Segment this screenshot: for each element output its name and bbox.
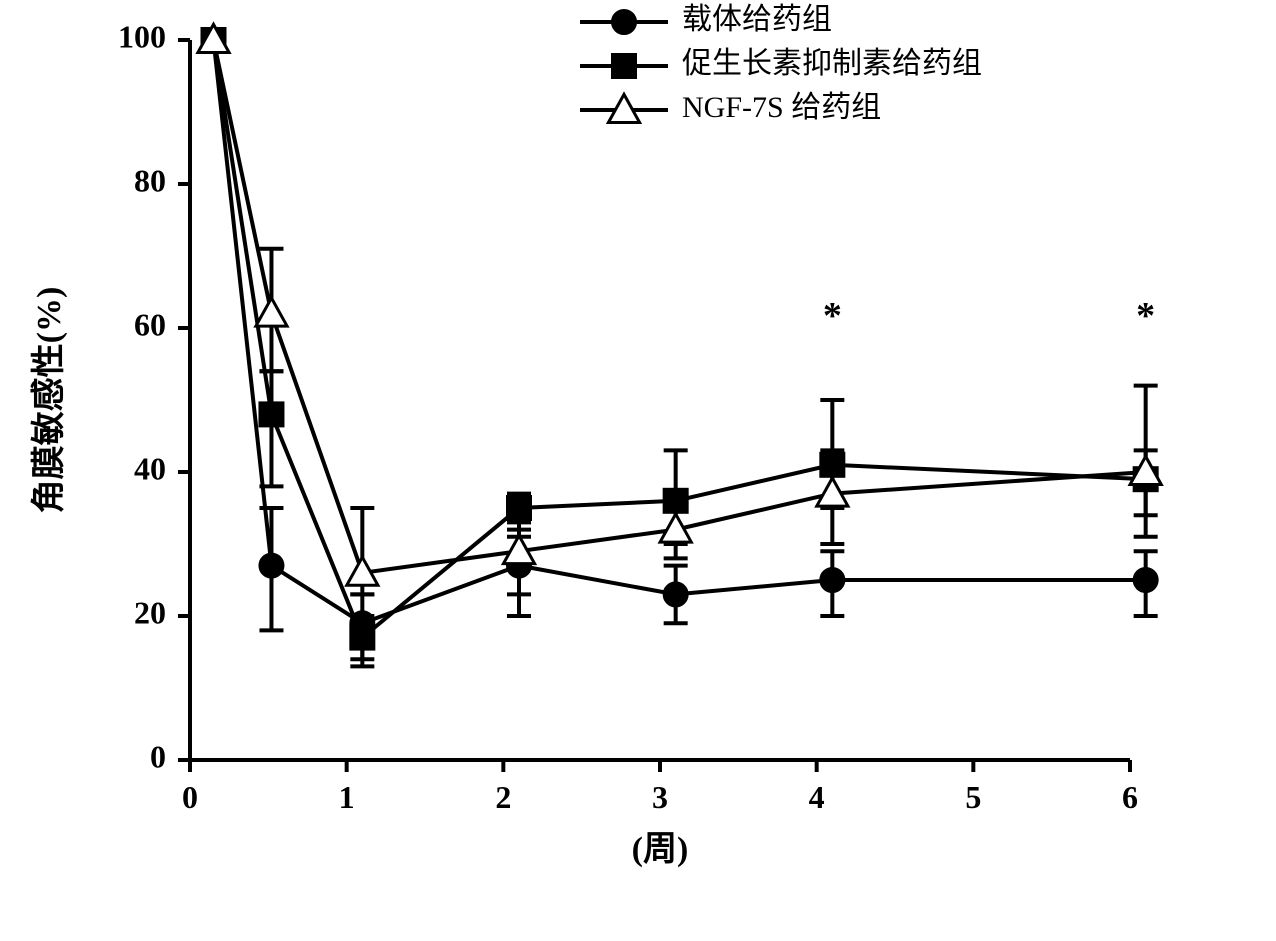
marker-square-icon: [259, 402, 283, 426]
x-axis-label: (周): [632, 831, 689, 868]
significance-asterisk: *: [1136, 295, 1155, 337]
marker-circle-icon: [820, 568, 844, 592]
marker-circle-icon: [664, 582, 688, 606]
marker-circle-icon: [1134, 568, 1158, 592]
marker-square-icon: [612, 54, 636, 78]
marker-square-icon: [507, 496, 531, 520]
y-tick-label: 80: [134, 162, 166, 198]
y-tick-label: 20: [134, 594, 166, 630]
x-tick-label: 0: [182, 779, 198, 815]
x-tick-label: 1: [339, 779, 355, 815]
x-tick-label: 3: [652, 779, 668, 815]
y-tick-label: 100: [118, 18, 166, 54]
marker-square-icon: [820, 453, 844, 477]
marker-circle-icon: [259, 554, 283, 578]
marker-square-icon: [350, 626, 374, 650]
y-tick-label: 60: [134, 306, 166, 342]
legend-label-ngf7s: NGF-7S 给药组: [682, 91, 881, 124]
y-tick-label: 0: [150, 738, 166, 774]
marker-circle-icon: [612, 10, 636, 34]
chart-svg: 0 20 40 60 80 100 0 1 2 3 4 5 6 (周) 角膜敏感性(%) * * 载体给药组促生长…: [0, 0, 1276, 941]
marker-square-icon: [664, 489, 688, 513]
x-tick-label: 4: [809, 779, 825, 815]
legend-label-somatostatin: 促生长素抑制素给药组: [682, 47, 982, 80]
legend-label-vehicle: 载体给药组: [682, 3, 832, 36]
significance-asterisk: *: [823, 295, 842, 337]
x-tick-label: 5: [965, 779, 981, 815]
y-tick-label: 40: [134, 450, 166, 486]
x-tick-label: 6: [1122, 779, 1138, 815]
x-tick-label: 2: [495, 779, 511, 815]
y-axis-label: 角膜敏感性(%): [30, 287, 68, 514]
